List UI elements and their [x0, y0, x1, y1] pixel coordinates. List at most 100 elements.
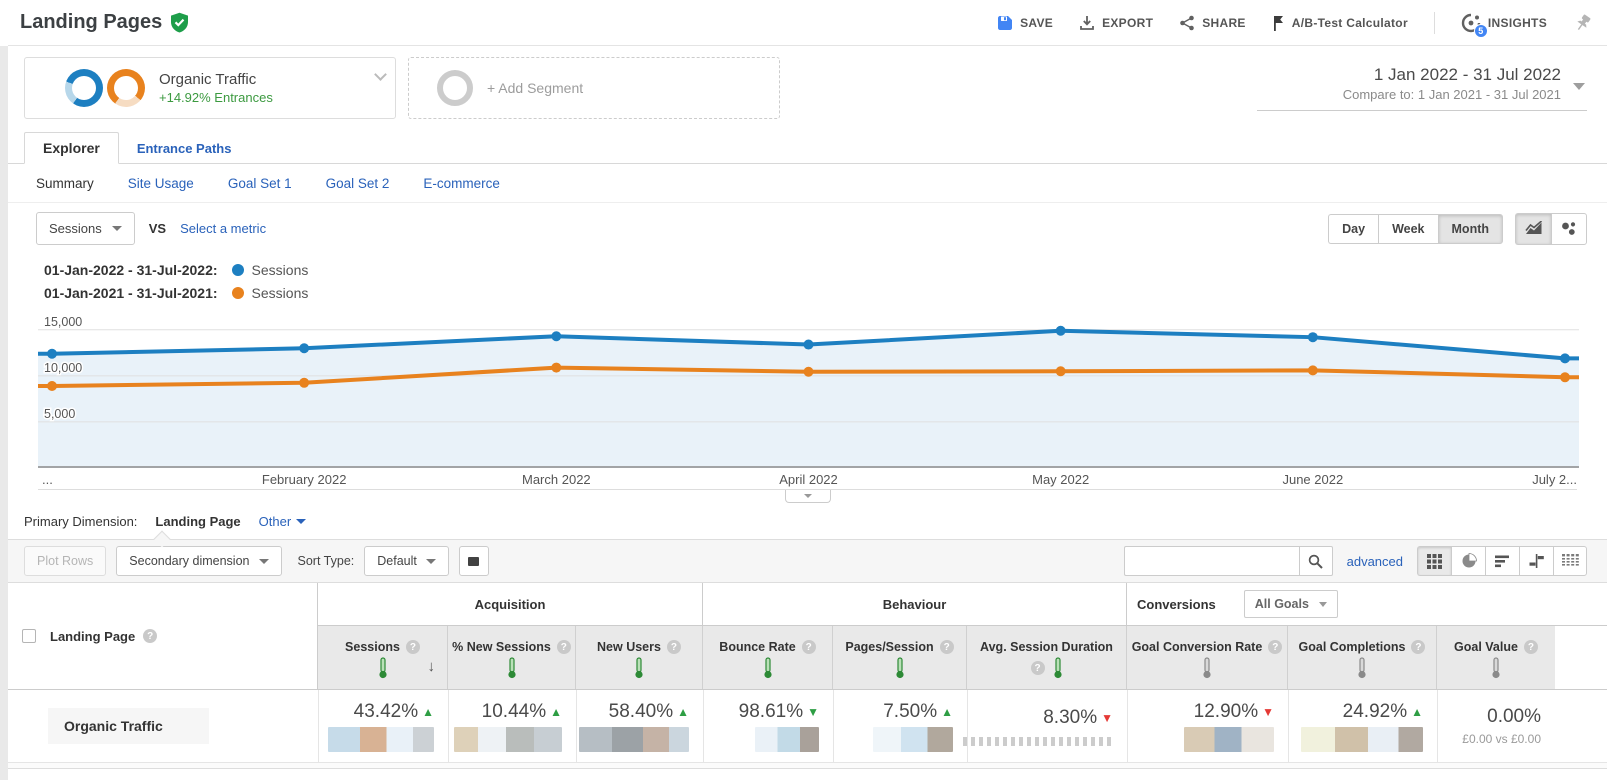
- subtab-site-usage[interactable]: Site Usage: [128, 176, 194, 191]
- group-conversions: Conversions All Goals: [1127, 583, 1555, 625]
- trend-arrow-icon: ▲: [1411, 706, 1423, 718]
- granularity-week-button[interactable]: Week: [1378, 214, 1437, 244]
- help-icon[interactable]: ?: [1031, 661, 1045, 675]
- col-header-sessions[interactable]: Sessions? ↓: [318, 626, 448, 689]
- comparison-view-button[interactable]: [1519, 546, 1553, 576]
- sort-direction-icon[interactable]: ↓: [428, 658, 436, 675]
- col-header-goal-conversion-rate[interactable]: Goal Conversion Rate?: [1127, 626, 1288, 689]
- help-icon[interactable]: ?: [1268, 640, 1282, 654]
- date-range-selector[interactable]: 1 Jan 2022 - 31 Jul 2022 Compare to: 1 J…: [1257, 65, 1587, 111]
- flag-icon: [1272, 15, 1285, 31]
- date-range-primary: 1 Jan 2022 - 31 Jul 2022: [1257, 65, 1561, 85]
- advanced-search-link[interactable]: advanced: [1347, 554, 1403, 569]
- vs-label: VS: [149, 221, 166, 236]
- col-header-goal-completions[interactable]: Goal Completions?: [1288, 626, 1437, 689]
- chart-type-group: [1515, 213, 1587, 245]
- landing-pages-report: Landing Pages SAVE: [0, 0, 1607, 780]
- plot-rows-button[interactable]: Plot Rows: [24, 546, 106, 576]
- primary-dimension-other[interactable]: Other: [259, 514, 307, 529]
- search-button[interactable]: [1299, 546, 1333, 576]
- add-segment-ring-icon: [437, 70, 473, 106]
- tab-entrance-paths[interactable]: Entrance Paths: [119, 134, 250, 163]
- share-button[interactable]: SHARE: [1179, 15, 1246, 31]
- segments-section: Organic Traffic +14.92% Entrances + Add …: [8, 46, 1607, 130]
- help-icon[interactable]: ?: [940, 640, 954, 654]
- subtab-goal-set-2[interactable]: Goal Set 2: [326, 176, 390, 191]
- help-icon[interactable]: ?: [1411, 640, 1425, 654]
- sessions-line-chart[interactable]: 5,00010,00015,000 ...February 2022March …: [8, 314, 1607, 503]
- dimension-header-cell: Landing Page ?: [8, 583, 318, 689]
- help-icon[interactable]: ?: [802, 640, 816, 654]
- all-goals-dropdown[interactable]: All Goals: [1244, 590, 1338, 618]
- toolbar-divider: [1434, 12, 1435, 34]
- secondary-dimension-dropdown[interactable]: Secondary dimension: [116, 546, 281, 576]
- x-axis-label: February 2022: [262, 472, 347, 487]
- primary-dimension-landing-page[interactable]: Landing Page: [155, 514, 240, 529]
- dimension-drilldown-button[interactable]: [459, 546, 489, 576]
- help-icon[interactable]: ?: [557, 640, 571, 654]
- pin-icon[interactable]: [1573, 13, 1593, 33]
- add-segment-button[interactable]: + Add Segment: [408, 57, 780, 119]
- row-label[interactable]: Organic Traffic: [48, 708, 209, 744]
- sort-type-dropdown[interactable]: Default: [364, 546, 449, 576]
- subtab-summary[interactable]: Summary: [36, 176, 94, 191]
- legend-dot-orange: [232, 287, 244, 299]
- chart-plot-area[interactable]: 5,00010,00015,000: [38, 316, 1579, 468]
- legend-series-2: Sessions: [252, 285, 309, 301]
- export-button[interactable]: EXPORT: [1079, 15, 1153, 31]
- subtab-ecommerce[interactable]: E-commerce: [423, 176, 500, 191]
- granularity-month-button[interactable]: Month: [1438, 214, 1503, 244]
- col-header-bounce-rate[interactable]: Bounce Rate?: [703, 626, 833, 689]
- ab-test-calculator-button[interactable]: A/B-Test Calculator: [1272, 15, 1408, 31]
- segment-name: Organic Traffic: [159, 71, 273, 88]
- help-icon[interactable]: ?: [667, 640, 681, 654]
- caret-down-icon: [1319, 602, 1327, 607]
- col-header-goal-value[interactable]: Goal Value?: [1437, 626, 1555, 689]
- svg-text:15,000: 15,000: [44, 316, 82, 329]
- chevron-down-icon[interactable]: [374, 68, 387, 81]
- chart-legend: 01-Jan-2022 - 31-Jul-2022: Sessions 01-J…: [8, 254, 1607, 314]
- subtab-goal-set-1[interactable]: Goal Set 1: [228, 176, 292, 191]
- select-metric-link[interactable]: Select a metric: [180, 221, 266, 236]
- help-icon[interactable]: ?: [1524, 640, 1538, 654]
- tab-explorer[interactable]: Explorer: [24, 132, 119, 164]
- table-row[interactable]: Organic Traffic 43.42%▲ 10.44%▲ 58.40%▲ …: [8, 690, 1607, 762]
- left-margin-strip: [0, 46, 8, 780]
- report-tabs: Explorer Entrance Paths: [8, 130, 1607, 164]
- performance-view-button[interactable]: [1485, 546, 1519, 576]
- redacted-value: [328, 727, 434, 752]
- save-button[interactable]: SAVE: [997, 15, 1053, 31]
- metric-dropdown[interactable]: Sessions: [36, 212, 135, 245]
- redacted-value: [579, 727, 689, 752]
- line-chart-toggle-button[interactable]: [1515, 213, 1551, 245]
- svg-text:5,000: 5,000: [44, 407, 75, 421]
- percentage-view-button[interactable]: [1451, 546, 1485, 576]
- x-axis-label: April 2022: [779, 472, 838, 487]
- granularity-day-button[interactable]: Day: [1328, 214, 1378, 244]
- help-icon[interactable]: ?: [143, 629, 157, 643]
- data-view-button[interactable]: [1417, 546, 1451, 576]
- pivot-view-button[interactable]: [1553, 546, 1587, 576]
- motion-chart-toggle-button[interactable]: [1551, 213, 1587, 245]
- table-search-input[interactable]: [1124, 546, 1299, 576]
- column-group-row: Acquisition Behaviour Conversions All Go…: [318, 583, 1607, 625]
- trend-arrow-icon: ▼: [1262, 706, 1274, 718]
- insights-badge: 5: [1474, 24, 1488, 38]
- select-all-checkbox[interactable]: [22, 629, 36, 643]
- annotations-expander[interactable]: [785, 490, 831, 503]
- cell-avg-session-duration: 8.30%▼: [967, 690, 1127, 762]
- group-behaviour: Behaviour: [703, 583, 1127, 625]
- col-header-new-users[interactable]: New Users?: [576, 626, 703, 689]
- col-header-pages-session[interactable]: Pages/Session?: [833, 626, 967, 689]
- col-header-avg-session-duration[interactable]: Avg. Session Duration ?: [967, 626, 1127, 689]
- metric-group-tabs: Summary Site Usage Goal Set 1 Goal Set 2…: [8, 164, 1607, 202]
- x-axis-label: ...: [42, 472, 53, 487]
- active-segment-card[interactable]: Organic Traffic +14.92% Entrances: [24, 57, 396, 119]
- caret-down-icon: [259, 559, 269, 564]
- insights-button[interactable]: 5 INSIGHTS: [1461, 13, 1547, 33]
- col-header-new-sessions[interactable]: % New Sessions?: [448, 626, 576, 689]
- primary-dimension-label: Primary Dimension:: [24, 514, 137, 529]
- save-icon: [997, 15, 1013, 31]
- trend-arrow-icon: ▲: [941, 706, 953, 718]
- help-icon[interactable]: ?: [406, 640, 420, 654]
